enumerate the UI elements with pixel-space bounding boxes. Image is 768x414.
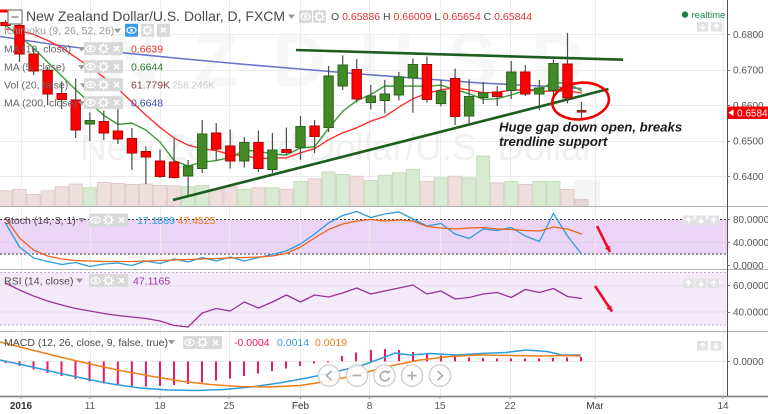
svg-text:-0.0004: -0.0004 xyxy=(234,337,270,349)
svg-text:0.0019: 0.0019 xyxy=(315,337,347,349)
svg-text:Mar: Mar xyxy=(586,401,604,412)
svg-text:Huge gap down open, breaks: Huge gap down open, breaks xyxy=(499,120,682,135)
svg-text:11: 11 xyxy=(85,401,96,412)
svg-text:0.6644: 0.6644 xyxy=(131,62,163,74)
svg-text:40.0000: 40.0000 xyxy=(733,308,768,319)
svg-text:80.0000: 80.0000 xyxy=(733,215,768,226)
svg-text:14: 14 xyxy=(717,401,729,412)
svg-text:47.4525: 47.4525 xyxy=(178,215,216,227)
svg-text:0.6648: 0.6648 xyxy=(131,98,163,110)
svg-text:O 0.65886 H 0.66009 L 0.65654: O 0.65886 H 0.66009 L 0.65654 C 0.65844 xyxy=(331,11,532,23)
svg-text:0.0000: 0.0000 xyxy=(733,261,764,272)
svg-text:0.0014: 0.0014 xyxy=(277,337,309,349)
svg-text:0.6584: 0.6584 xyxy=(737,108,768,119)
svg-text:New Zealand Dollar/U.S. Dollar: New Zealand Dollar/U.S. Dollar, D, FXCM xyxy=(26,8,285,24)
svg-text:0.6639: 0.6639 xyxy=(131,44,163,56)
svg-text:New Zealand Dollar/U.S. Dollar: New Zealand Dollar/U.S. Dollar xyxy=(80,127,594,168)
svg-text:Stoch (14, 3, 1): Stoch (14, 3, 1) xyxy=(4,215,76,227)
svg-text:61.779K: 61.779K xyxy=(131,80,170,92)
svg-text:60.0000: 60.0000 xyxy=(733,281,768,292)
svg-text:0.6500: 0.6500 xyxy=(733,137,764,148)
svg-text:22: 22 xyxy=(504,401,516,412)
svg-text:47.1165: 47.1165 xyxy=(133,276,170,288)
svg-text:40.0000: 40.0000 xyxy=(733,238,768,249)
svg-text:0.6400: 0.6400 xyxy=(733,172,764,183)
svg-text:MA (200, close): MA (200, close) xyxy=(4,98,77,110)
svg-text:RSI (14, close): RSI (14, close) xyxy=(4,276,73,288)
svg-text:MA (5, close): MA (5, close) xyxy=(4,62,65,74)
svg-text:8: 8 xyxy=(367,401,373,412)
svg-text:0.6700: 0.6700 xyxy=(733,66,764,77)
svg-text:Ichimoku (9, 26, 52, 26): Ichimoku (9, 26, 52, 26) xyxy=(4,25,114,37)
svg-text:0.0000: 0.0000 xyxy=(733,357,764,368)
svg-text:2016: 2016 xyxy=(10,401,33,412)
svg-text:trendline support: trendline support xyxy=(499,134,608,149)
svg-text:18: 18 xyxy=(154,401,166,412)
svg-text:NZDUSD: NZDUSD xyxy=(106,19,618,102)
svg-text:25: 25 xyxy=(223,401,235,412)
svg-text:Vol (20, false): Vol (20, false) xyxy=(4,80,68,92)
svg-text:17.1889: 17.1889 xyxy=(137,215,175,227)
svg-text:Feb: Feb xyxy=(292,401,310,412)
svg-text:MA (10, close): MA (10, close) xyxy=(4,44,71,56)
svg-text:258.246K: 258.246K xyxy=(172,81,215,92)
svg-text:realtime: realtime xyxy=(692,10,726,21)
svg-text:0.6800: 0.6800 xyxy=(733,30,764,41)
svg-text:MACD (12, 26, close, 9, false,: MACD (12, 26, close, 9, false, true) xyxy=(4,337,168,349)
svg-text:15: 15 xyxy=(434,401,446,412)
